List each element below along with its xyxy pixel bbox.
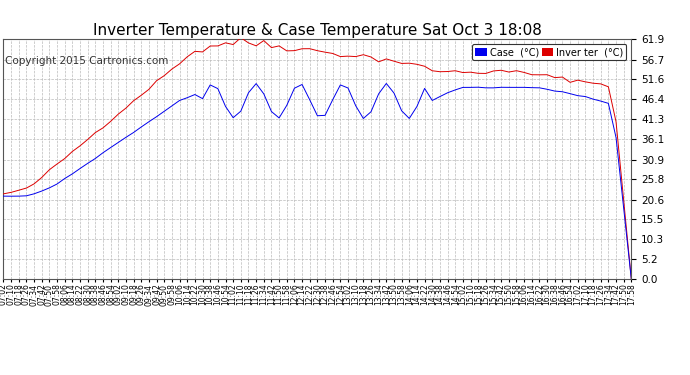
Text: Copyright 2015 Cartronics.com: Copyright 2015 Cartronics.com <box>5 56 168 66</box>
Legend: Case  (°C), Inver ter  (°C): Case (°C), Inver ter (°C) <box>472 44 627 60</box>
Title: Inverter Temperature & Case Temperature Sat Oct 3 18:08: Inverter Temperature & Case Temperature … <box>93 23 542 38</box>
